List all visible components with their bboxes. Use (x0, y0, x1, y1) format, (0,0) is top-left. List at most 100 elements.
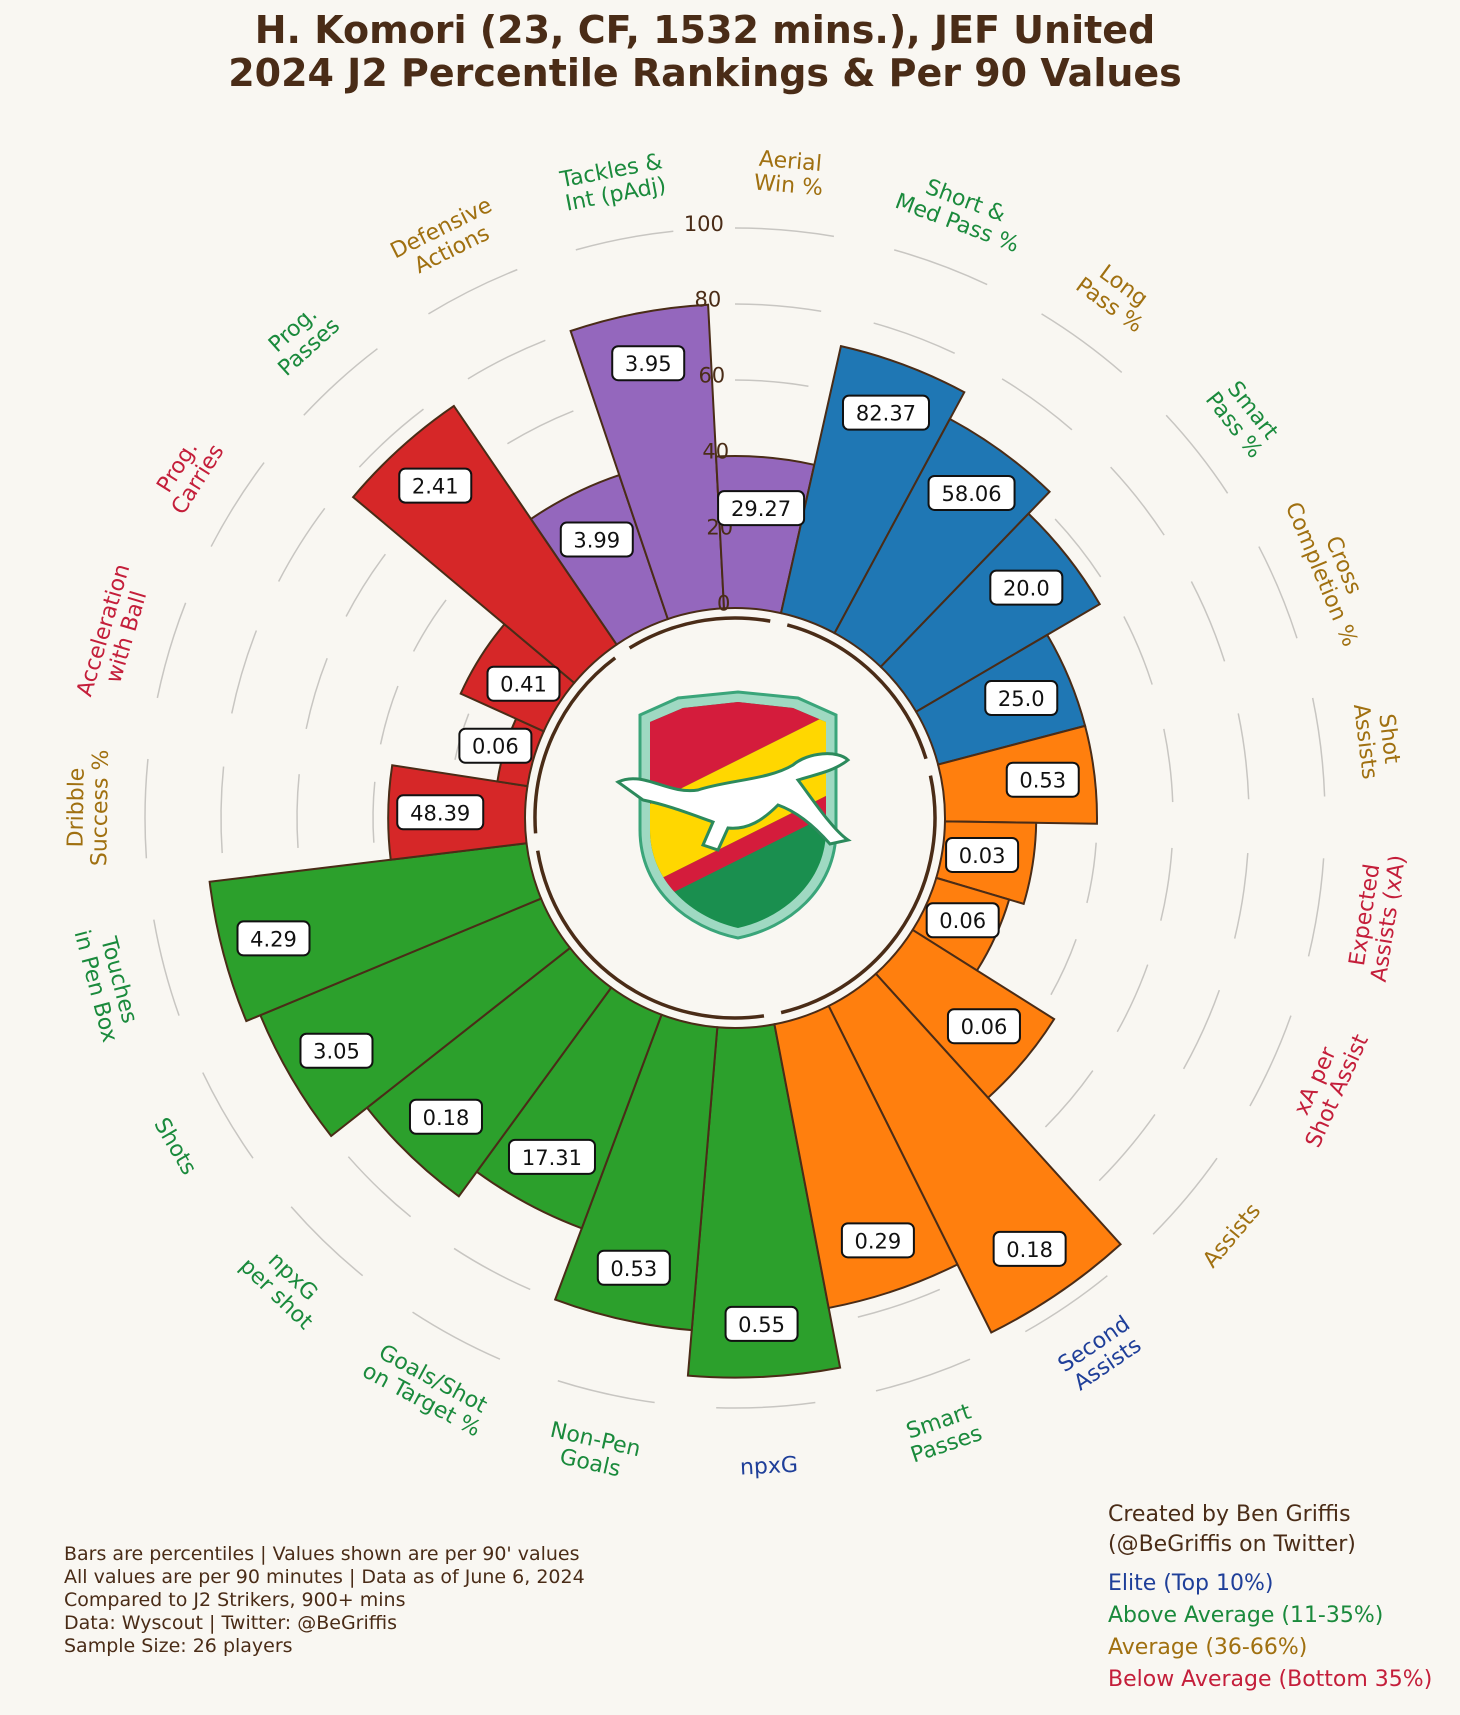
grid-arc (1123, 616, 1153, 685)
category-label-line: Success % (87, 749, 114, 866)
category-label: xA perShot Assist (1279, 1021, 1374, 1152)
category-label: LongPass % (1071, 253, 1162, 338)
grid-arc (873, 322, 956, 354)
value-label-box (989, 569, 1064, 606)
category-label-line: Win % (753, 170, 824, 201)
legend-entry: Elite (Top 10%) (1108, 1571, 1273, 1596)
value-label-box (507, 1138, 596, 1175)
category-label-line: Shot (1373, 712, 1404, 765)
club-crest-logo (615, 690, 852, 940)
grid-arc (1110, 466, 1165, 536)
credit: Created by Ben Griffis (@BeGriffis on Tw… (1108, 1502, 1356, 1557)
credit-line: (@BeGriffis on Twitter) (1108, 1532, 1356, 1557)
value-label: 0.06 (939, 909, 986, 933)
value-label-box (299, 1032, 374, 1069)
value-label-box (992, 1230, 1067, 1267)
bar (208, 842, 543, 1023)
grid-arc (575, 230, 674, 251)
value-label-box (596, 1249, 671, 1286)
bar (569, 303, 726, 621)
radial-tick-label: 0 (717, 591, 730, 615)
footnote-line: Sample Size: 26 players (64, 1635, 293, 1657)
grid-arc (1233, 853, 1249, 939)
group-arc (533, 656, 617, 834)
grid-arc (453, 1247, 531, 1291)
footnote-line: Compared to J2 Strikers, 900+ mins (64, 1589, 406, 1611)
grid-arc (1116, 964, 1149, 1033)
legend-entry: Below Average (Bottom 35%) (1108, 1667, 1432, 1692)
value-label: 0.18 (423, 1106, 470, 1130)
category-label: SecondAssists (1054, 1311, 1149, 1397)
grid-arc (1086, 842, 1097, 904)
grid-arc (1249, 1015, 1292, 1107)
value-label-box (841, 394, 930, 431)
value-label-box (927, 474, 1016, 511)
value-label: 0.18 (1006, 1238, 1053, 1262)
value-label-box (945, 836, 1020, 873)
grid-arc (372, 781, 376, 843)
grid-arc (296, 774, 300, 848)
category-label-line: Shots (148, 1114, 201, 1180)
value-label-box (724, 1305, 799, 1342)
value-label: 48.39 (410, 801, 470, 825)
category-label: Tackles &Int (pAdj) (557, 149, 669, 217)
group-arcs (533, 616, 937, 1020)
grid-arc (1311, 697, 1326, 797)
grid-arc (358, 408, 424, 468)
value-label: 0.41 (500, 673, 547, 697)
value-label: 2.41 (412, 475, 459, 499)
grid-arc (467, 339, 546, 380)
value-label-box (396, 794, 485, 831)
category-label: SmartPasses (900, 1398, 985, 1468)
grid-arc (875, 1358, 971, 1392)
value-label: 4.29 (250, 927, 297, 951)
grid-arc (1163, 728, 1174, 803)
value-labels: 0.55 0.53 17.31 0.18 3.05 4.29 48.39 0.06 0.41 2.… (236, 345, 1080, 1342)
value-label: 3.95 (625, 352, 672, 376)
category-label: Prog.Carries (147, 427, 230, 519)
value-label: 0.53 (1019, 769, 1066, 793)
group-arc (535, 850, 765, 1020)
grid-arc (1054, 518, 1102, 578)
value-label: 17.31 (522, 1146, 582, 1170)
value-label: 3.05 (313, 1040, 360, 1064)
value-label-box (840, 1222, 915, 1259)
category-label: DribbleSuccess % (63, 749, 114, 866)
grid-arc (290, 1206, 364, 1277)
grid-arc (1098, 1113, 1156, 1182)
grid-arc (507, 410, 574, 445)
value-label-box (925, 902, 1000, 939)
value-label: 20.0 (1003, 577, 1050, 601)
footnote-line: Data: Wyscout | Twitter: @BeGriffis (64, 1612, 397, 1634)
chart-title-line1: H. Komori (23, CF, 1532 mins.), JEF Unit… (255, 8, 1155, 52)
grid-arc (277, 507, 326, 582)
grid-arc (1165, 414, 1229, 494)
bar (686, 1023, 842, 1379)
category-label: CrossCompletion % (1280, 489, 1384, 650)
grid-arc (734, 303, 822, 313)
grid-arc (1182, 989, 1221, 1070)
value-label: 0.06 (961, 1015, 1008, 1039)
credit-line: Created by Ben Griffis (1108, 1502, 1351, 1527)
radial-tick-label: 60 (698, 364, 725, 388)
radial-tick-label: 80 (694, 288, 721, 312)
category-label-line: Assists (1198, 1199, 1266, 1273)
category-label: ShotAssists (1348, 700, 1406, 781)
grid-arc (734, 227, 835, 238)
footnote-line: All values are per 90 minutes | Data as … (64, 1566, 585, 1588)
grid-arc (220, 766, 225, 854)
footnote: Bars are percentiles | Values shown are … (64, 1543, 585, 1657)
grid-arc (734, 379, 809, 387)
category-label: npxGper shot (234, 1236, 334, 1335)
grid-arc (210, 462, 265, 547)
grid-arc (1190, 581, 1226, 662)
grid-arc (1024, 1275, 1108, 1333)
grid-arc (412, 599, 447, 652)
value-label-box (1005, 761, 1080, 798)
grid-arc (412, 1311, 501, 1360)
value-label-box (611, 345, 686, 382)
grid-arc (1050, 938, 1077, 996)
bar (553, 1013, 719, 1332)
value-label-box (946, 1008, 1021, 1045)
